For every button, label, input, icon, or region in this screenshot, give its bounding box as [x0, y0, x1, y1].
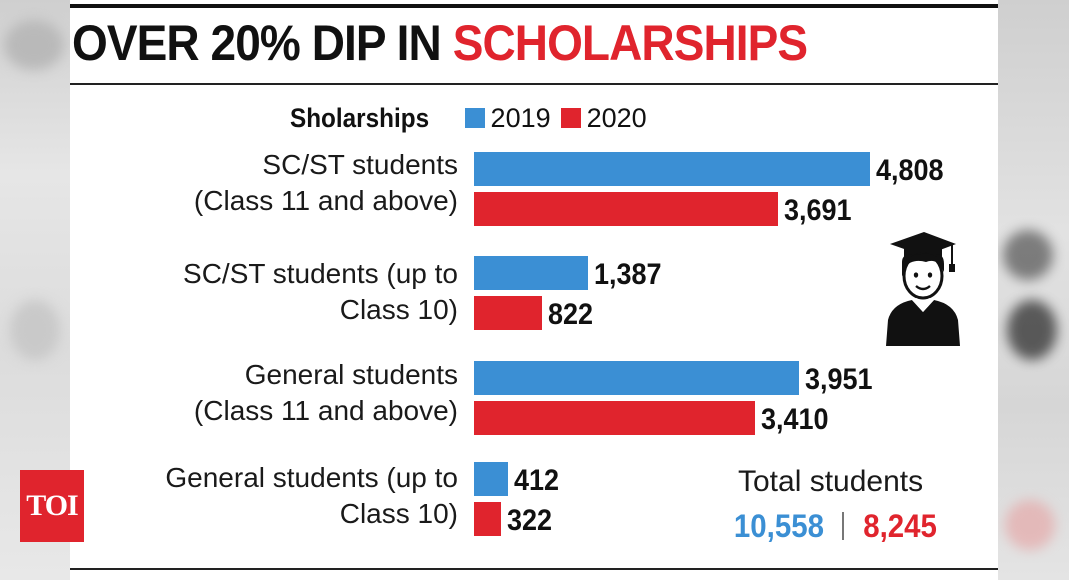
bar-2020-2 — [474, 401, 755, 435]
total-2020: 8,245 — [863, 507, 937, 544]
legend-item-2019: 2019 — [464, 102, 551, 134]
bar-2019-3 — [474, 462, 508, 496]
bar-2019-0 — [474, 152, 870, 186]
category-label-line: SC/ST students — [262, 149, 458, 180]
value-label-2019-1: 1,387 — [594, 258, 662, 291]
value-label-2019-0: 4,808 — [876, 154, 944, 187]
category-label-general-class10: General students (up to Class 10) — [70, 460, 458, 532]
legend-label-2019: 2019 — [490, 102, 551, 133]
bottom-rule — [70, 568, 998, 570]
legend: Sholarships 2019 2020 — [290, 98, 657, 138]
value-label-2019-3: 412 — [513, 464, 559, 497]
value-label-2020-1: 822 — [547, 298, 593, 331]
headline: OVER 20% DIP IN SCHOLARSHIPS — [72, 12, 808, 74]
category-label-line: SC/ST students (up to — [183, 258, 458, 289]
bar-2020-0 — [474, 192, 778, 226]
bar-2020-3 — [474, 502, 501, 536]
value-label-2020-0: 3,691 — [784, 194, 852, 227]
value-label-2019-2: 3,951 — [805, 363, 873, 396]
bar-2019-1 — [474, 256, 589, 290]
category-label-general-class11: General students (Class 11 and above) — [70, 357, 458, 429]
totals-label: Total students — [738, 465, 924, 498]
headline-accent: SCHOLARSHIPS — [452, 15, 808, 71]
total-2019: 10,558 — [733, 507, 824, 544]
legend-title: Sholarships — [290, 102, 430, 133]
category-label-line: (Class 11 and above) — [193, 185, 458, 216]
category-label-line: Class 10) — [339, 294, 458, 325]
category-label-line: General students (up to — [165, 462, 458, 493]
graduate-icon — [886, 232, 960, 346]
category-label-scst-class11: SC/ST students (Class 11 and above) — [70, 147, 458, 219]
legend-swatch-2019 — [464, 108, 485, 128]
toi-logo: TOI — [20, 470, 84, 542]
headline-prefix: OVER 20% DIP IN — [72, 15, 442, 71]
legend-item-2020: 2020 — [560, 102, 647, 134]
legend-swatch-2020 — [560, 108, 581, 128]
category-label-line: (Class 11 and above) — [193, 395, 458, 426]
category-label-scst-class10: SC/ST students (up to Class 10) — [70, 256, 458, 328]
title-rule — [70, 83, 998, 85]
infographic-card: OVER 20% DIP IN SCHOLARSHIPS Sholarships… — [70, 0, 998, 580]
legend-label-2020: 2020 — [586, 102, 647, 133]
totals-row: 10,558 8,245 — [730, 506, 940, 546]
toi-logo-text: TOI — [26, 489, 78, 522]
category-label-line: General students — [244, 359, 458, 390]
category-label-line: Class 10) — [339, 498, 458, 529]
totals-separator — [841, 512, 844, 540]
value-label-2020-3: 322 — [506, 504, 552, 537]
value-label-2020-2: 3,410 — [760, 403, 829, 436]
backdrop-right — [997, 0, 1069, 580]
top-rule — [70, 4, 998, 8]
bar-2019-2 — [474, 361, 800, 395]
bar-2020-1 — [474, 296, 542, 330]
